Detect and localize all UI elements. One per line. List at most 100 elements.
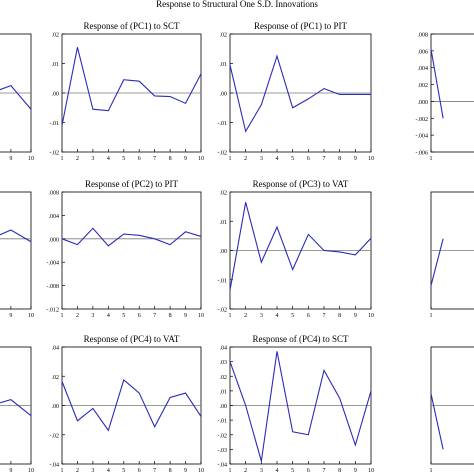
x-tick-label: 1 — [229, 468, 232, 474]
y-tick-label: .02 — [220, 191, 228, 197]
x-tick-label: 7 — [153, 468, 156, 474]
x-tick-label: 9 — [184, 156, 187, 162]
panel-r0c2: Response of (PC1) to PIT .02 .01 .00 -.01 -.0… — [218, 21, 375, 162]
y-tick-label: -.004 — [47, 261, 60, 267]
y-tick-label: .01 — [220, 389, 228, 395]
series-line — [0, 84, 32, 110]
x-tick-label: 10 — [198, 313, 204, 319]
plot-frame — [430, 33, 474, 153]
y-tick-label: .000 — [49, 237, 60, 243]
y-tick-label: .01 — [220, 220, 228, 226]
x-tick-label: 10 — [28, 156, 34, 162]
x-tick-label: 1 — [61, 468, 64, 474]
x-tick-label: 3 — [260, 156, 263, 162]
y-tick-label: -.008 — [47, 284, 60, 290]
x-tick-label: 3 — [91, 468, 94, 474]
plot-frame — [61, 191, 202, 310]
y-tick-label: -.02 — [50, 433, 60, 439]
series-line — [0, 399, 32, 417]
series-line — [61, 378, 202, 432]
y-tick-label: -.04 — [218, 463, 228, 469]
panel-r2c0: 9 10 — [0, 346, 34, 474]
x-tick-label: 7 — [323, 468, 326, 474]
x-tick-label: 2 — [76, 156, 79, 162]
y-tick-label: .000 — [418, 100, 429, 106]
x-tick-label: 5 — [291, 313, 294, 319]
x-tick-label: 4 — [107, 468, 110, 474]
series-line — [229, 54, 371, 133]
x-tick-label: 2 — [244, 313, 247, 319]
series-line — [61, 227, 202, 247]
x-tick-label: 3 — [91, 156, 94, 162]
y-tick-label: -.02 — [218, 433, 228, 439]
x-tick-label: 10 — [368, 313, 374, 319]
y-tick-label: -.004 — [416, 134, 429, 140]
x-tick-label: 10 — [28, 468, 34, 474]
x-tick-label: 6 — [138, 468, 141, 474]
y-tick-label: .00 — [52, 404, 60, 410]
x-tick-label: 6 — [307, 156, 310, 162]
y-tick-label: -.02 — [218, 308, 228, 314]
y-tick-label: .00 — [220, 404, 228, 410]
y-tick-label: -.006 — [416, 151, 429, 157]
x-tick-label: 9 — [354, 468, 357, 474]
x-tick-label: 5 — [122, 156, 125, 162]
y-tick-label: -.02 — [218, 151, 228, 157]
panel-title: Response of (PC3) to VAT — [253, 179, 349, 189]
y-tick-label: .01 — [220, 62, 228, 68]
series-line — [430, 238, 444, 286]
panel-r2c2: Response of (PC4) to SCT .04 .03 .02 .01 .00 -… — [218, 334, 375, 474]
x-tick-label: 10 — [198, 156, 204, 162]
y-tick-label: .02 — [52, 33, 60, 39]
x-tick-label: 9 — [184, 313, 187, 319]
x-tick-label: 10 — [368, 156, 374, 162]
x-tick-label: 1 — [229, 313, 232, 319]
x-tick-label: 7 — [323, 156, 326, 162]
x-tick-label: 6 — [307, 313, 310, 319]
y-tick-label: .002 — [418, 83, 429, 89]
x-tick-label: 9 — [9, 313, 12, 319]
x-tick-label: 2 — [76, 313, 79, 319]
x-tick-label: 8 — [169, 313, 172, 319]
panel-title: Response of (PC1) to PIT — [254, 21, 347, 31]
x-tick-label: 7 — [153, 156, 156, 162]
x-tick-label: 6 — [138, 313, 141, 319]
y-tick-label: .004 — [49, 214, 60, 220]
x-tick-label: 4 — [276, 313, 279, 319]
x-tick-label: 4 — [107, 313, 110, 319]
x-tick-label: 5 — [122, 468, 125, 474]
y-tick-label: .02 — [220, 33, 228, 39]
x-tick-label: 9 — [184, 468, 187, 474]
y-tick-label: -.01 — [218, 419, 228, 425]
x-tick-label: 4 — [107, 156, 110, 162]
x-tick-label: 9 — [354, 313, 357, 319]
panel-r1c0: 9 10 — [0, 191, 34, 319]
x-tick-label: 8 — [169, 468, 172, 474]
x-tick-label: 1 — [430, 156, 433, 162]
x-tick-label: 3 — [260, 313, 263, 319]
y-tick-label: .02 — [220, 375, 228, 381]
y-tick-label: .03 — [220, 360, 228, 366]
y-tick-label: -.002 — [416, 117, 429, 123]
x-tick-label: 2 — [76, 468, 79, 474]
y-tick-label: .00 — [220, 92, 228, 98]
x-tick-label: 1 — [229, 156, 232, 162]
panel-r1c2: Response of (PC3) to VAT .02 .01 .00 -.01 -.0… — [218, 179, 375, 319]
panel-r0c0: 9 10 — [0, 33, 34, 162]
series-line — [229, 202, 372, 291]
x-tick-label: 2 — [244, 468, 247, 474]
y-tick-label: .006 — [418, 49, 429, 55]
x-tick-label: 1 — [61, 313, 64, 319]
y-tick-label: .00 — [52, 92, 60, 98]
panel-title: Response of (PC4) to SCT — [252, 334, 349, 344]
panel-r2c1: Response of (PC4) to VAT .04 .02 .00 -.02 -.0… — [50, 334, 205, 474]
panel-r1c1: Response of (PC2) to PIT .008 .004 .000 -.00… — [47, 179, 205, 319]
x-tick-label: 4 — [276, 156, 279, 162]
x-tick-label: 8 — [338, 156, 341, 162]
panel-title: Response of (PC4) to VAT — [84, 334, 180, 344]
y-tick-label: -.02 — [50, 151, 60, 157]
x-tick-label: 8 — [338, 313, 341, 319]
x-tick-label: 9 — [9, 468, 12, 474]
y-tick-label: .00 — [220, 249, 228, 255]
x-tick-label: 2 — [244, 156, 247, 162]
